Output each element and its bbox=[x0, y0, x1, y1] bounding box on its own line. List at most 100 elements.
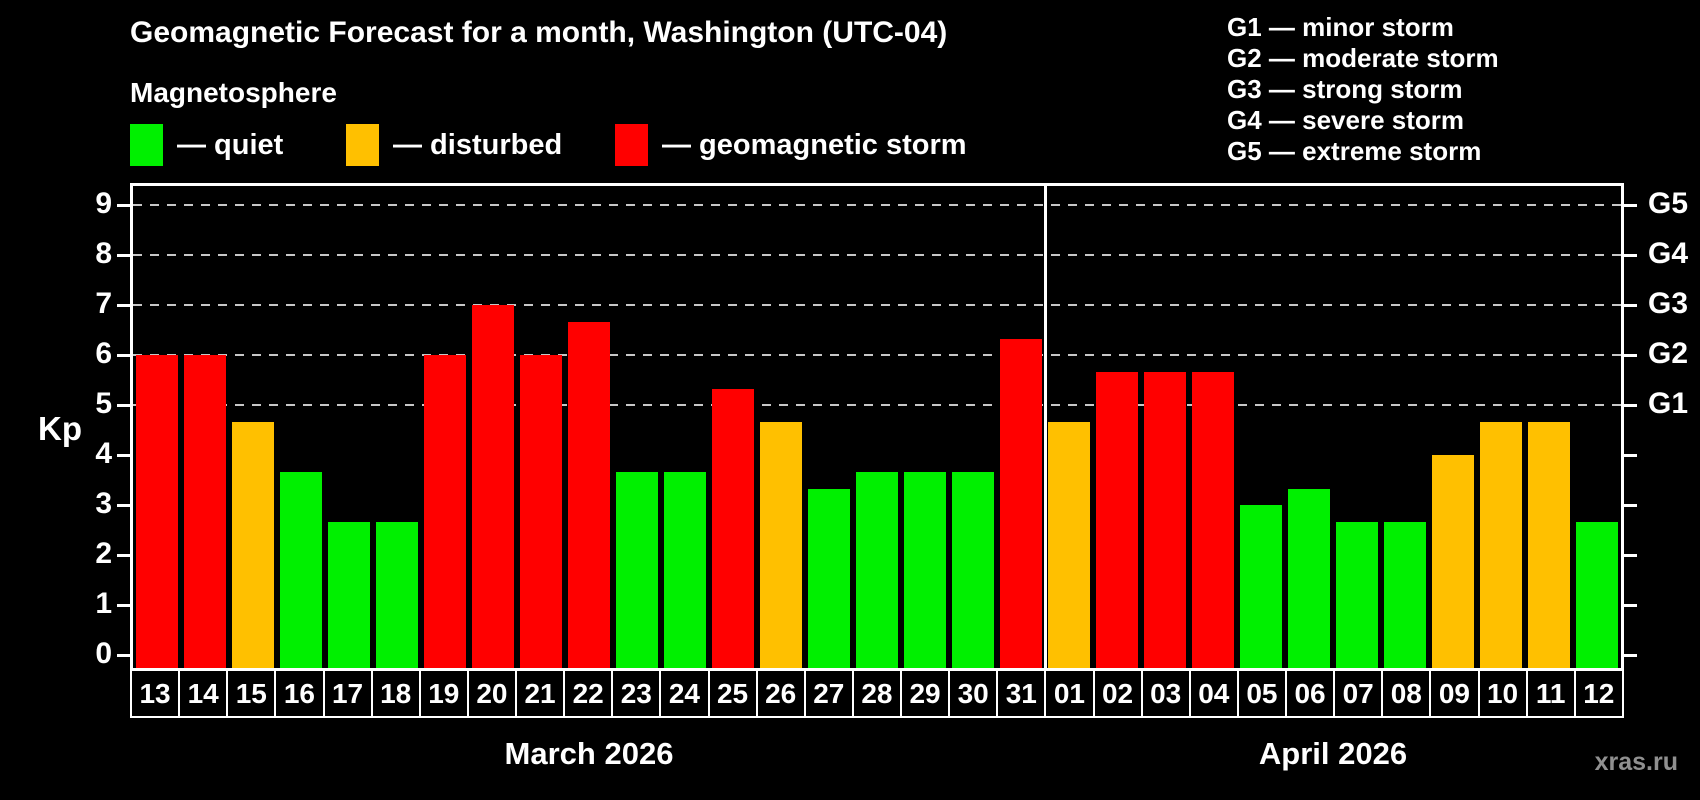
y-tick-label: 6 bbox=[95, 337, 112, 370]
date-cell-14: 14 bbox=[178, 669, 229, 718]
storm-legend-line: G1 — minor storm bbox=[1227, 12, 1454, 42]
kp-bar-day-13 bbox=[136, 355, 178, 668]
kp-bar-day-27 bbox=[808, 488, 850, 668]
kp-bar-day-18 bbox=[376, 521, 418, 668]
kp-bar-day-22 bbox=[568, 321, 610, 668]
y-tick-label: 5 bbox=[95, 387, 112, 420]
month-divider bbox=[1043, 186, 1047, 668]
date-cell-13: 13 bbox=[130, 669, 181, 718]
kp-bar-day-11 bbox=[1528, 421, 1570, 668]
storm-swatch bbox=[615, 124, 648, 166]
date-cell-22: 22 bbox=[563, 669, 614, 718]
g-scale-label: G5 bbox=[1648, 187, 1689, 220]
y-tick-label: 2 bbox=[95, 537, 112, 570]
date-cell-18: 18 bbox=[370, 669, 421, 718]
kp-bar-day-04 bbox=[1192, 371, 1234, 668]
kp-bar-day-17 bbox=[328, 521, 370, 668]
kp-bar-day-23 bbox=[616, 471, 658, 668]
date-cell-04: 04 bbox=[1188, 669, 1239, 718]
date-cell-02: 02 bbox=[1092, 669, 1143, 718]
date-axis: 13 14 15 16 17 18 19 20 21 22 23 24 25 26 27 28 29 30 31 01… bbox=[130, 669, 1624, 718]
date-cell-19: 19 bbox=[418, 669, 469, 718]
y-tick-label: 1 bbox=[95, 587, 112, 620]
disturbed-swatch bbox=[346, 124, 379, 166]
grid-line bbox=[133, 404, 1621, 406]
legend-label: — geomagnetic storm bbox=[662, 128, 967, 161]
right-tick bbox=[1624, 303, 1637, 307]
date-cell-12: 12 bbox=[1573, 669, 1624, 718]
right-tick bbox=[1624, 203, 1637, 207]
kp-bar-day-16 bbox=[280, 471, 322, 668]
left-tick bbox=[117, 503, 130, 507]
left-tick bbox=[117, 303, 130, 307]
month-label: March 2026 bbox=[504, 736, 674, 771]
grid-line bbox=[133, 204, 1621, 206]
date-cell-07: 07 bbox=[1333, 669, 1384, 718]
date-cell-01: 01 bbox=[1044, 669, 1095, 718]
g-scale-label: G1 bbox=[1648, 387, 1689, 420]
watermark: xras.ru bbox=[1594, 748, 1678, 776]
storm-legend-line: G3 — strong storm bbox=[1227, 74, 1463, 104]
kp-bar-day-30 bbox=[952, 471, 994, 668]
month-label: April 2026 bbox=[1258, 736, 1408, 771]
kp-bar-day-15 bbox=[232, 421, 274, 668]
date-cell-25: 25 bbox=[707, 669, 758, 718]
date-cell-15: 15 bbox=[226, 669, 277, 718]
right-tick bbox=[1624, 603, 1637, 607]
g-scale-label: G3 bbox=[1648, 287, 1689, 320]
g-scale-label: G2 bbox=[1648, 337, 1689, 370]
right-tick bbox=[1624, 553, 1637, 557]
chart-title: Geomagnetic Forecast for a month, Washin… bbox=[130, 16, 948, 49]
left-tick bbox=[117, 203, 130, 207]
kp-bar-day-31 bbox=[1000, 338, 1042, 668]
date-cell-09: 09 bbox=[1429, 669, 1480, 718]
date-cell-16: 16 bbox=[274, 669, 325, 718]
y-tick-label: 4 bbox=[95, 437, 112, 470]
kp-bar-day-08 bbox=[1384, 521, 1426, 668]
kp-bar-day-29 bbox=[904, 471, 946, 668]
date-cell-26: 26 bbox=[755, 669, 806, 718]
left-tick bbox=[117, 653, 130, 657]
plot-inner bbox=[133, 186, 1621, 668]
date-cell-28: 28 bbox=[851, 669, 902, 718]
kp-bar-day-03 bbox=[1144, 371, 1186, 668]
date-cell-08: 08 bbox=[1381, 669, 1432, 718]
right-tick bbox=[1624, 403, 1637, 407]
date-cell-24: 24 bbox=[659, 669, 710, 718]
g-scale-label: G4 bbox=[1648, 237, 1689, 270]
left-tick bbox=[117, 453, 130, 457]
storm-legend-line: G5 — extreme storm bbox=[1227, 136, 1482, 166]
date-cell-10: 10 bbox=[1477, 669, 1528, 718]
kp-bar-day-24 bbox=[664, 471, 706, 668]
magnetosphere-legend: — quiet — disturbed — geomagnetic storm bbox=[130, 122, 1110, 168]
y-axis-label: Kp bbox=[38, 410, 82, 447]
kp-bar-day-01 bbox=[1048, 421, 1090, 668]
y-tick-label: 9 bbox=[95, 187, 112, 220]
kp-bar-day-02 bbox=[1096, 371, 1138, 668]
kp-bar-day-21 bbox=[520, 355, 562, 668]
kp-bar-day-14 bbox=[184, 355, 226, 668]
date-cell-11: 11 bbox=[1525, 669, 1576, 718]
legend-item-storm: — geomagnetic storm bbox=[615, 122, 967, 168]
date-cell-27: 27 bbox=[803, 669, 854, 718]
legend-label: — quiet bbox=[177, 128, 284, 161]
date-cell-31: 31 bbox=[996, 669, 1047, 718]
storm-legend-line: G4 — severe storm bbox=[1227, 105, 1465, 135]
y-tick-label: 7 bbox=[95, 287, 112, 320]
right-tick bbox=[1624, 253, 1637, 257]
date-cell-06: 06 bbox=[1285, 669, 1336, 718]
right-tick bbox=[1624, 353, 1637, 357]
storm-legend-line: G2 — moderate storm bbox=[1227, 43, 1499, 73]
right-tick bbox=[1624, 653, 1637, 657]
left-tick bbox=[117, 353, 130, 357]
y-tick-label: 8 bbox=[95, 237, 112, 270]
legend-label: — disturbed bbox=[393, 128, 563, 161]
date-cell-05: 05 bbox=[1236, 669, 1287, 718]
kp-bar-day-06 bbox=[1288, 488, 1330, 668]
date-cell-03: 03 bbox=[1140, 669, 1191, 718]
left-tick bbox=[117, 403, 130, 407]
kp-bar-day-10 bbox=[1480, 421, 1522, 668]
kp-bar-day-26 bbox=[760, 421, 802, 668]
legend-item-quiet: — quiet bbox=[130, 122, 283, 168]
